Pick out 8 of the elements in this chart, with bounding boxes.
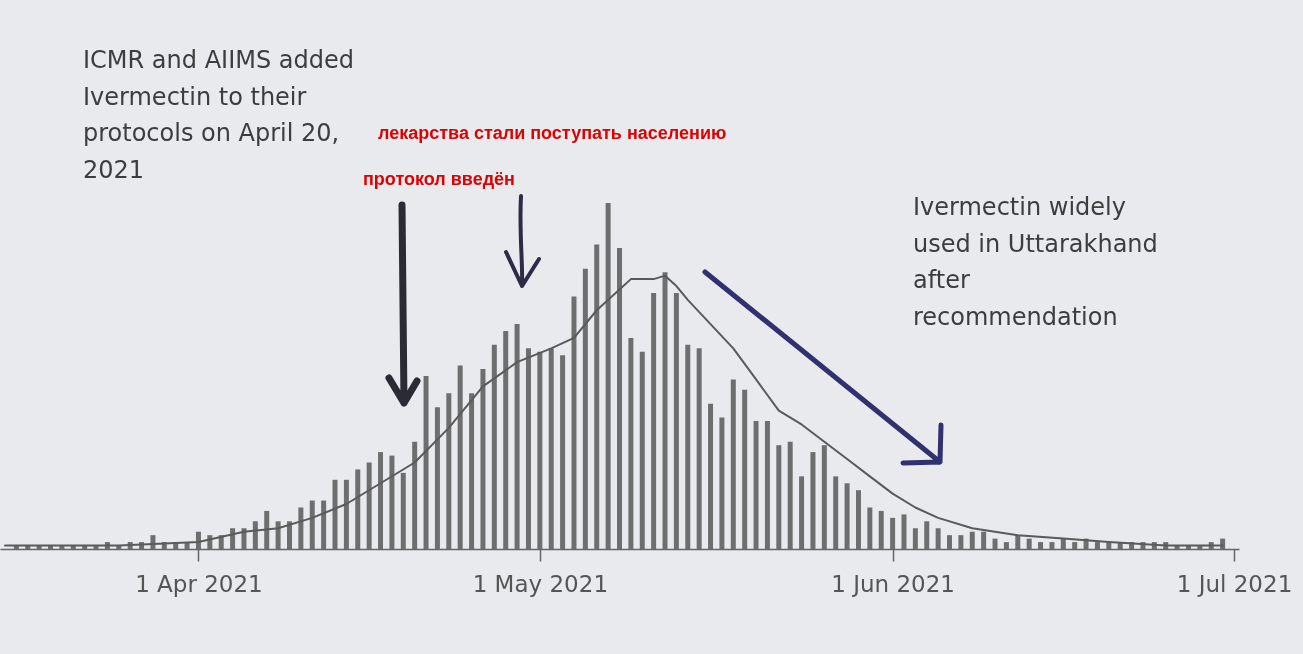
text: ICMR and AIIMS added Ivermectin to their protocols on April 20, 2021: [83, 45, 355, 186]
annotation: Ivermectin widely used in Uttarakhand after recommendation: [913, 192, 1159, 333]
x-tick-label: 1 Jun 2021: [831, 570, 955, 597]
text: протокол введён: [363, 168, 515, 190]
x-tick-label: 1 Jul 2021: [1176, 570, 1293, 597]
x-tick-label: 1 Apr 2021: [135, 570, 263, 597]
text: лекарства стали поступать населению: [378, 122, 727, 144]
x-tick-label: 1 May 2021: [472, 570, 609, 597]
